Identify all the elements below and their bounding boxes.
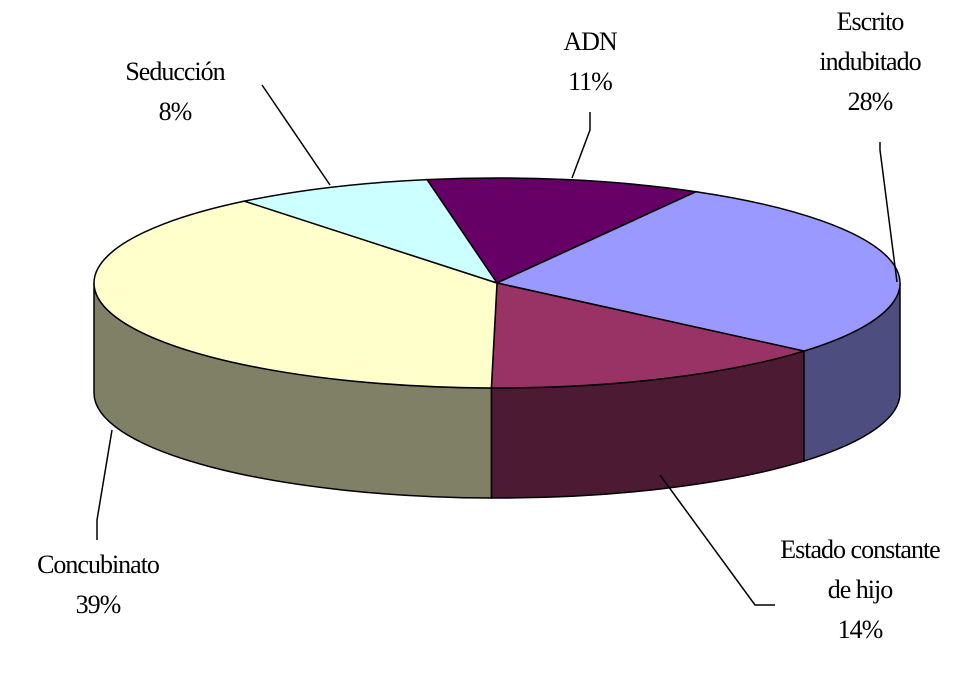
leader-line xyxy=(571,112,591,179)
leader-line xyxy=(879,142,898,283)
pie-slice xyxy=(93,200,498,389)
slice-label: Seducción 8% xyxy=(95,52,255,132)
slice-label: Escrito indubitado 28% xyxy=(790,2,950,122)
slice-label: Concubinato 39% xyxy=(0,545,196,625)
slice-name: ADN xyxy=(563,27,617,56)
slice-name: Escrito indubitado xyxy=(819,7,921,76)
pie-slice xyxy=(425,177,699,284)
leader-line xyxy=(261,84,331,186)
slice-value: 28% xyxy=(847,87,894,116)
pie-slice xyxy=(494,190,901,352)
leader-line xyxy=(96,429,113,540)
leader-line xyxy=(659,474,775,606)
leader-lines xyxy=(96,84,898,606)
slice-value: 11% xyxy=(568,67,613,96)
slice-name: Seducción xyxy=(125,57,225,86)
slice-name: Concubinato xyxy=(37,550,160,579)
slice-name: Estado constante de hijo xyxy=(780,535,940,604)
slice-label: ADN 11% xyxy=(520,22,660,102)
slice-value: 39% xyxy=(75,590,122,619)
slice-value: 8% xyxy=(158,97,193,126)
slice-value: 14% xyxy=(837,615,884,644)
pie xyxy=(93,177,901,499)
pie-slice xyxy=(490,282,807,389)
slice-label: Estado constante de hijo 14% xyxy=(770,530,950,650)
pie-slice xyxy=(241,178,499,285)
